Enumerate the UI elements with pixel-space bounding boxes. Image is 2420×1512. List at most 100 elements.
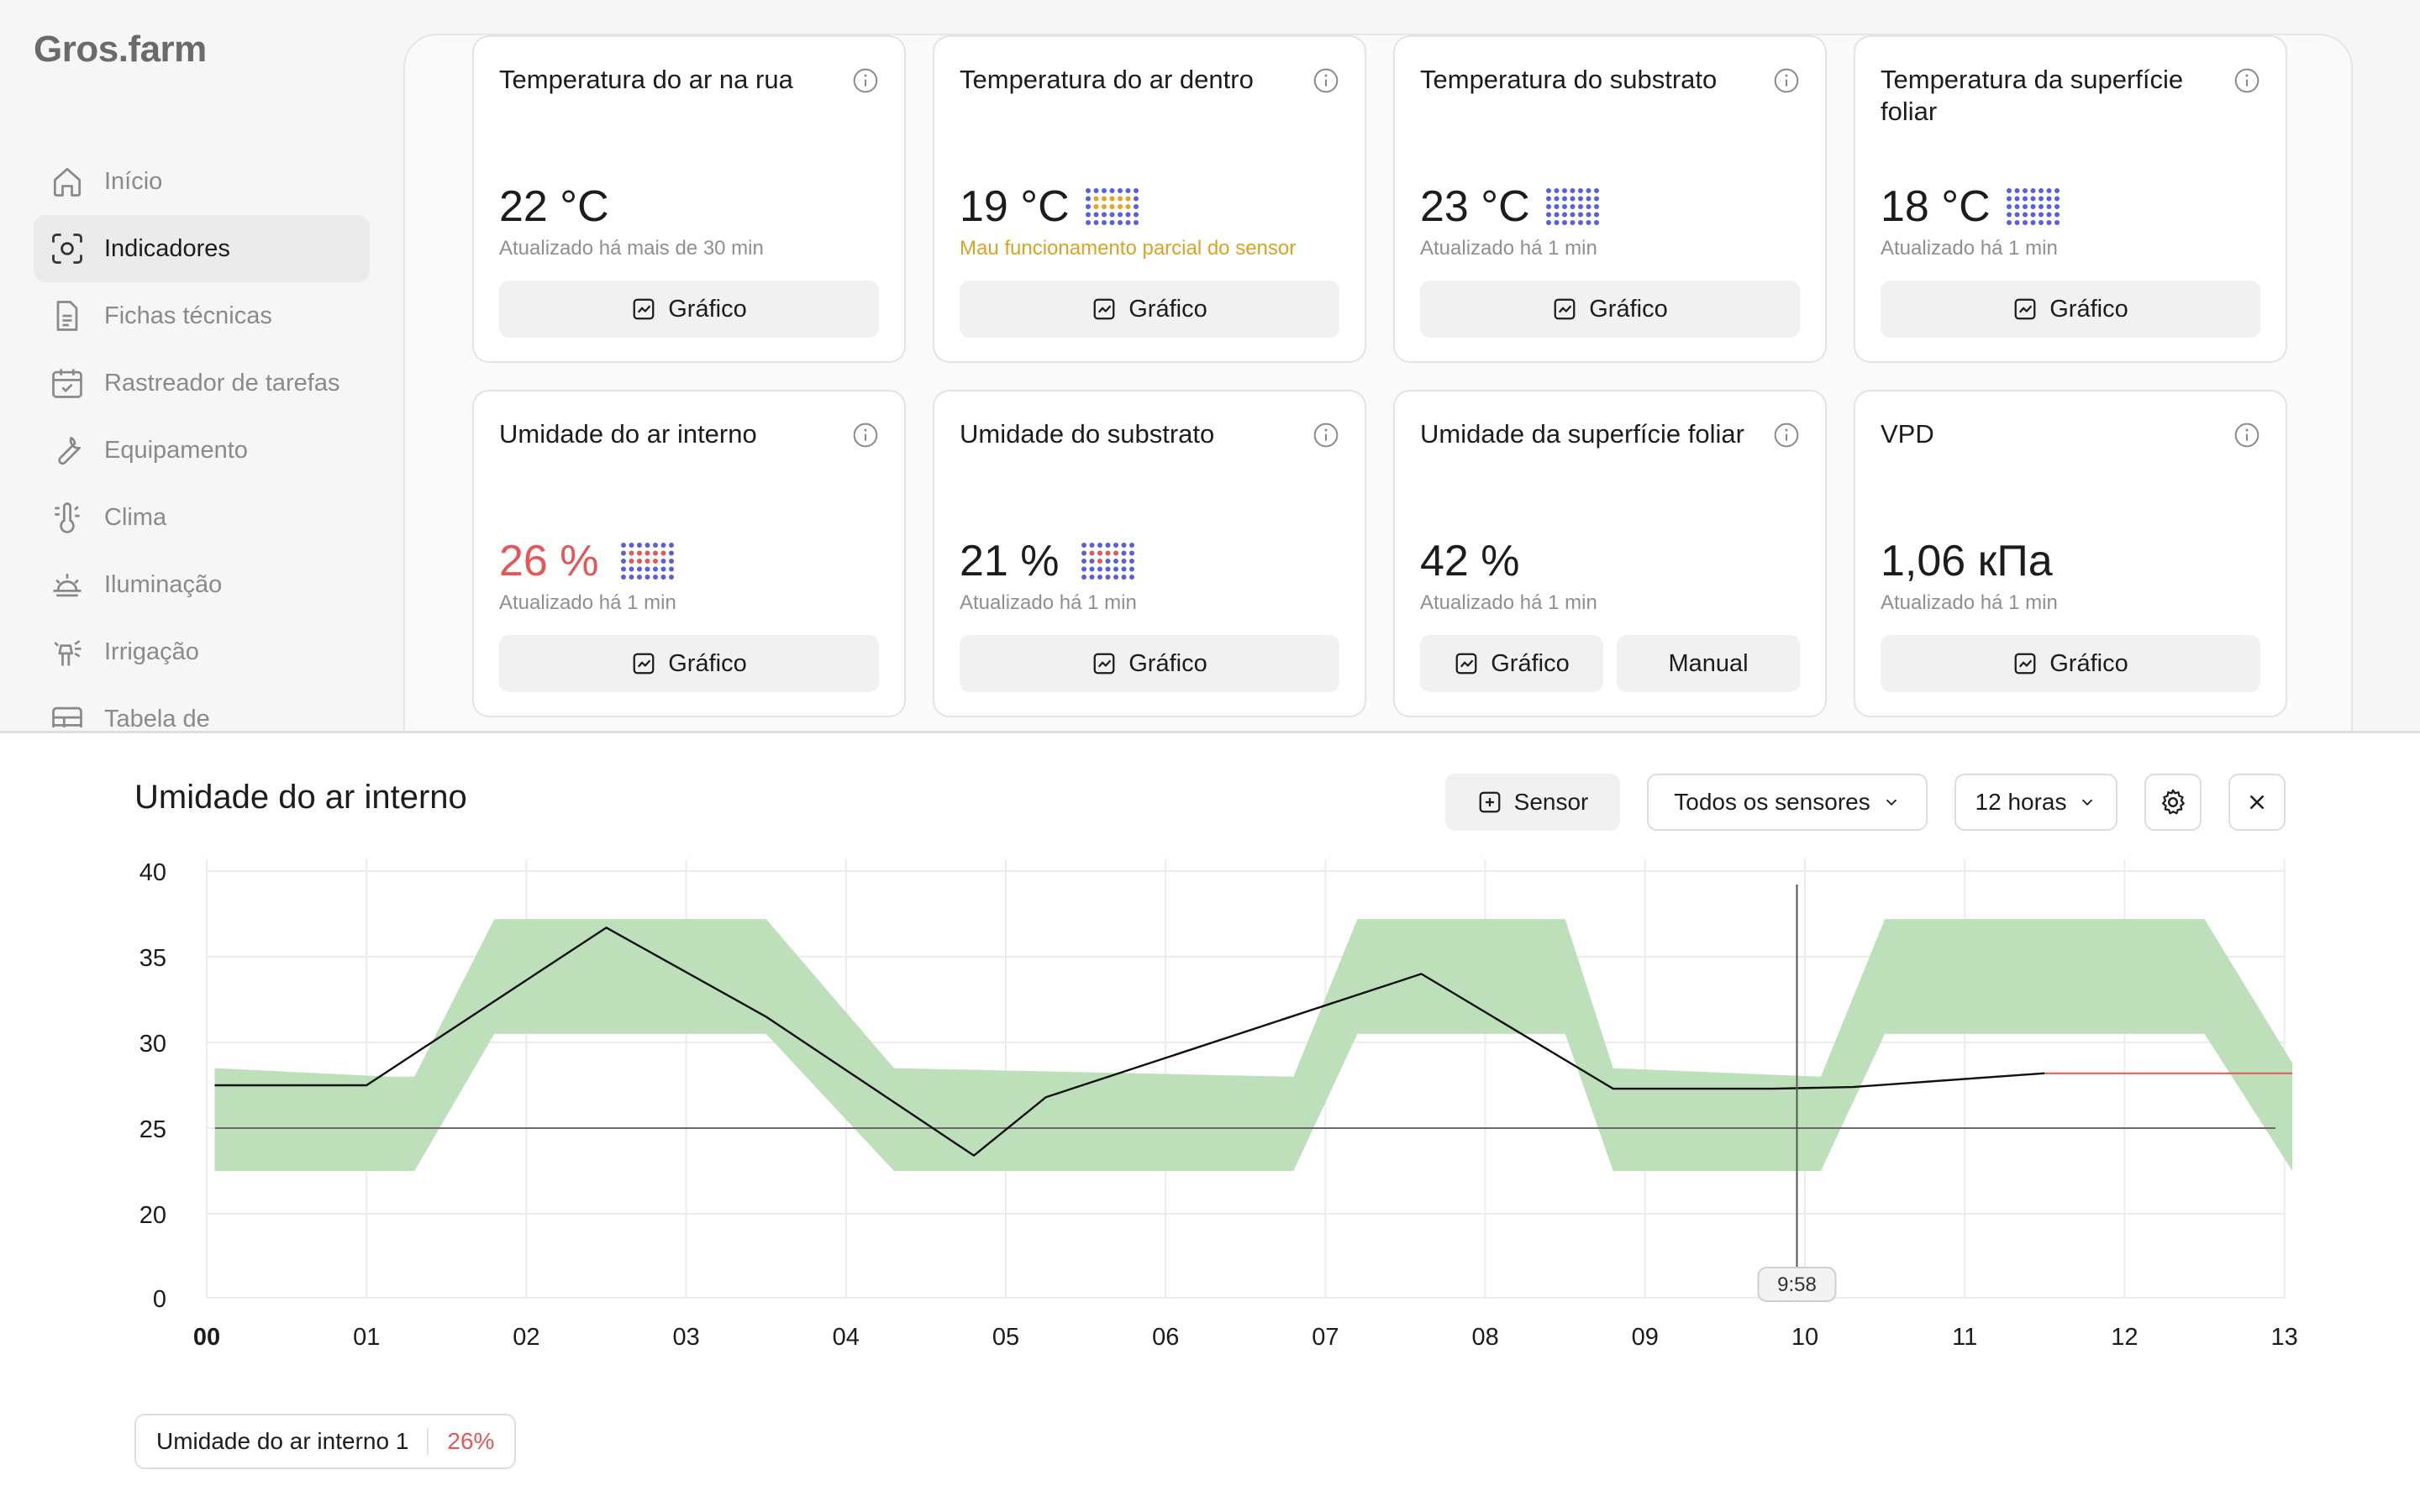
info-icon[interactable] (1313, 422, 1339, 449)
sensor-dot (1105, 559, 1111, 564)
sensor-dot (653, 543, 658, 548)
sensor-dot (1586, 212, 1591, 218)
chart-button[interactable]: Gráfico (960, 635, 1339, 692)
chevron-down-icon (2082, 799, 2093, 806)
sensor-dot (1570, 220, 1576, 225)
sensor-dot (621, 566, 626, 572)
sensor-grid-icon[interactable] (2005, 185, 2064, 228)
sensor-dot (1105, 550, 1111, 556)
card-actions: Gráfico (960, 281, 1339, 338)
info-icon[interactable] (852, 422, 879, 449)
sensor-dot (1097, 550, 1102, 556)
info-icon[interactable] (1313, 67, 1339, 94)
sensor-dot (637, 566, 642, 572)
sidebar-item-label: Iluminação (104, 570, 223, 598)
x-tick-label: 06 (1152, 1324, 1179, 1351)
period-dropdown[interactable]: 12 horas (1954, 774, 2118, 831)
sensor-dot (653, 550, 658, 556)
info-icon[interactable] (1773, 67, 1800, 94)
sensor-dot (1562, 196, 1567, 202)
sensor-grid-icon[interactable] (1080, 539, 1139, 583)
sidebar-item-1[interactable]: Indicadores (34, 215, 370, 282)
button-label: Gráfico (1128, 295, 1207, 323)
y-tick-label: 35 (139, 945, 166, 972)
sensor-dot (629, 543, 634, 548)
series-line[interactable] (214, 927, 2045, 1157)
sensor-dot (2054, 196, 2060, 202)
x-tick-label: 12 (2111, 1324, 2138, 1351)
sensor-dot (644, 575, 650, 580)
info-icon[interactable] (852, 67, 879, 94)
sensor-dot (637, 559, 642, 564)
sensor-dot (1109, 196, 1115, 202)
sensor-dot (1554, 212, 1560, 218)
sidebar-item-6[interactable]: Iluminação (34, 551, 370, 618)
sensor-dot (644, 550, 650, 556)
info-icon[interactable] (2233, 422, 2260, 449)
sprinkler-icon (54, 640, 82, 666)
sensor-dot (669, 559, 674, 564)
card-title: Umidade do substrato (960, 419, 1215, 449)
sensor-dot (653, 575, 658, 580)
indicator-card: Umidade do ar interno 26 % Atualizado há 1… (472, 390, 906, 717)
chart-button[interactable]: Gráfico (960, 281, 1339, 338)
sidebar-item-2[interactable]: Fichas técnicas (34, 282, 370, 349)
sensor-dot (1546, 196, 1551, 202)
sensor-dot (2023, 196, 2028, 202)
sensor-grid-icon[interactable] (1544, 185, 1603, 228)
card-status: Atualizado há mais de 30 min (499, 237, 764, 260)
button-label: Gráfico (1491, 649, 1570, 677)
x-tick-label: 11 (1952, 1324, 1977, 1351)
indicator-card: VPD 1,06 кПа Atualizado há 1 min Gráfico (1854, 390, 2287, 717)
card-title: Temperatura do substrato (1420, 65, 1718, 94)
manual-button[interactable]: Manual (1617, 635, 1800, 692)
sensor-dot (2039, 204, 2044, 209)
sidebar-item-0[interactable]: Início (34, 148, 370, 215)
chart-button[interactable]: Gráfico (499, 281, 879, 338)
add-sensor-button[interactable]: Sensor (1445, 774, 1620, 831)
sensor-dot (1113, 550, 1118, 556)
card-actions: Gráfico (1881, 635, 2260, 692)
sensor-dot (1086, 196, 1091, 202)
info-icon[interactable] (1773, 422, 1800, 449)
card-actions: Gráfico (1420, 281, 1800, 338)
sensor-dot (669, 550, 674, 556)
chart-button[interactable]: Gráfico (1420, 635, 1603, 692)
sensor-dot (1093, 196, 1099, 202)
x-tick-label: 03 (672, 1324, 699, 1351)
sensor-dot (1109, 220, 1115, 225)
sidebar-item-5[interactable]: Clima (34, 484, 370, 551)
indicator-card: Temperatura do ar na rua 22 °C Atualizado … (472, 35, 906, 363)
card-actions: Gráfico (499, 635, 879, 692)
close-chart-button[interactable] (2228, 774, 2286, 831)
sensor-filter-dropdown[interactable]: Todos os sensores (1647, 774, 1928, 831)
sensor-grid-icon[interactable] (1084, 185, 1143, 228)
chart-button[interactable]: Gráfico (1881, 281, 2260, 338)
sensor-dot (1093, 204, 1099, 209)
sensor-dot (2014, 196, 2020, 202)
cursor-label: 9:58 (1777, 1273, 1817, 1296)
sensor-grid-icon[interactable] (619, 539, 678, 583)
legend-chip[interactable]: Umidade do ar interno 1 26% (134, 1414, 517, 1469)
info-icon[interactable] (2233, 67, 2260, 94)
sensor-dot (2054, 188, 2060, 193)
sensor-dot (629, 575, 634, 580)
sidebar-item-3[interactable]: Rastreador de tarefas (34, 349, 370, 417)
sensor-dot (629, 559, 634, 564)
app-logo[interactable]: Gros.farm (34, 29, 207, 70)
sidebar-item-8[interactable]: Tabela de (34, 685, 370, 727)
y-tick-label: 0 (153, 1286, 166, 1313)
calendar-icon (52, 369, 82, 398)
sensor-dot (1105, 566, 1111, 572)
sensor-dot (2007, 188, 2012, 193)
chart-button[interactable]: Gráfico (1420, 281, 1800, 338)
sensor-dot (1118, 188, 1123, 193)
card-status: Atualizado há 1 min (1420, 591, 1597, 614)
sidebar-item-4[interactable]: Equipamento (34, 417, 370, 484)
sensor-dot (1121, 550, 1127, 556)
chart-settings-button[interactable] (2144, 774, 2202, 831)
sidebar-item-7[interactable]: Irrigação (34, 618, 370, 685)
chart-button[interactable]: Gráfico (499, 635, 879, 692)
chart-button[interactable]: Gráfico (1881, 635, 2260, 692)
sensor-dot (1102, 212, 1107, 218)
